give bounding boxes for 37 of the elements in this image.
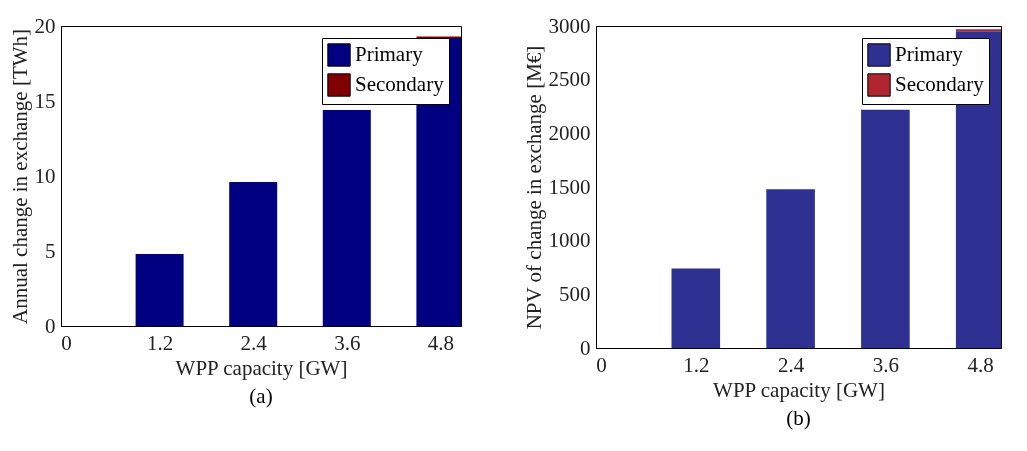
x-tick-label: 1.2 [146, 330, 174, 355]
x-tick-label: 1.2 [683, 352, 710, 377]
x-axis-title: WPP capacity [GW] [175, 355, 348, 380]
x-tick-label: 3.6 [872, 352, 900, 377]
legend-label: Secondary [355, 72, 445, 96]
bar [322, 110, 371, 326]
x-tick-label: 4.8 [427, 330, 455, 355]
y-tick-label: 1500 [548, 174, 591, 199]
bar [229, 182, 278, 326]
y-tick-label: 10 [34, 163, 56, 188]
bar [861, 109, 910, 348]
text: (a) [249, 384, 273, 408]
y-tick-label: 15 [34, 88, 56, 113]
x-tick-label: 0 [61, 330, 72, 355]
x-tick-label: 0 [596, 352, 607, 377]
y-tick-label: 500 [559, 281, 591, 306]
text: (b) [786, 406, 811, 430]
legend-label: Primary [355, 42, 424, 66]
bar [671, 268, 721, 348]
legend-label: Primary [895, 42, 964, 66]
x-tick-label: 3.6 [334, 330, 361, 355]
y-axis-title: NPV of change in exchange [M€] [521, 45, 546, 330]
x-tick-label: 2.4 [240, 330, 268, 355]
bar [766, 189, 815, 348]
y-tick-label: 2000 [548, 120, 591, 145]
y-tick-label: 5 [45, 238, 56, 263]
y-axis-title: Annual change in exchange [TWh] [7, 28, 32, 325]
x-tick-label: 2.4 [777, 352, 805, 377]
y-tick-label: 20 [34, 13, 56, 38]
legend-label: Secondary [895, 72, 985, 96]
y-tick-label: 1000 [548, 228, 591, 253]
y-tick-label: 3000 [548, 13, 591, 38]
x-axis-title: WPP capacity [GW] [713, 377, 885, 402]
y-tick-label: 2500 [548, 67, 591, 92]
x-tick-label: 4.8 [967, 352, 994, 377]
y-tick-label: 0 [45, 313, 56, 338]
bar [135, 254, 184, 326]
